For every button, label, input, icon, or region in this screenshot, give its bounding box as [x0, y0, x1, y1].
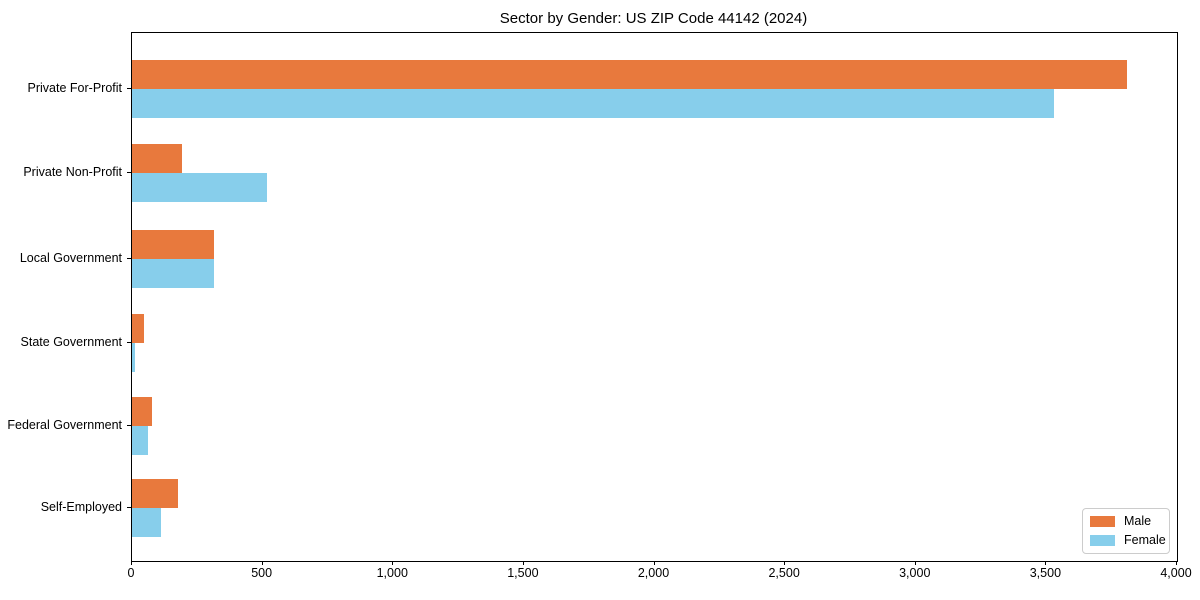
bar-male-private-for-profit — [132, 60, 1128, 89]
x-tick-mark — [392, 561, 394, 565]
y-tick-mark — [127, 172, 131, 173]
x-tick-mark — [1176, 561, 1177, 565]
y-tick-label-local-government: Local Government — [19, 251, 122, 265]
x-tick-label-500: 500 — [251, 566, 273, 580]
x-tick-label-0: 0 — [127, 566, 135, 580]
bar-female-self-employed — [132, 508, 161, 537]
bar-male-private-non-profit — [132, 144, 182, 173]
x-tick-label-1-500: 1,500 — [507, 566, 539, 580]
legend-entry-male: Male — [1090, 514, 1169, 529]
y-tick-label-private-for-profit: Private For-Profit — [27, 81, 122, 95]
bar-male-local-government — [132, 230, 215, 259]
x-tick-mark — [653, 561, 655, 565]
x-tick-mark — [522, 561, 524, 565]
bar-female-private-non-profit — [132, 173, 267, 202]
legend-label-female: Female — [1124, 533, 1166, 547]
x-tick-mark — [261, 561, 263, 565]
legend-swatch-female — [1090, 535, 1115, 546]
chart-title: Sector by Gender: US ZIP Code 44142 (202… — [499, 10, 808, 27]
y-tick-label-state-government: State Government — [20, 335, 122, 349]
y-tick-mark — [127, 258, 131, 259]
y-tick-label-self-employed: Self-Employed — [40, 500, 122, 514]
x-tick-label-3-000: 3,000 — [899, 566, 931, 580]
bar-female-state-government — [132, 343, 136, 372]
y-tick-label-federal-government: Federal Government — [7, 418, 122, 432]
plot-area — [131, 32, 1178, 562]
legend-swatch-male — [1090, 516, 1115, 527]
x-tick-mark — [914, 561, 916, 565]
bar-female-private-for-profit — [132, 89, 1055, 118]
x-tick-label-2-000: 2,000 — [637, 566, 670, 580]
bar-female-federal-government — [132, 426, 149, 455]
y-tick-mark — [127, 342, 131, 343]
x-tick-label-4-000: 4,000 — [1160, 566, 1192, 580]
bar-male-self-employed — [132, 479, 179, 508]
legend: Male Female — [1082, 508, 1170, 554]
y-tick-mark — [127, 88, 131, 89]
legend-entry-female: Female — [1090, 533, 1169, 548]
bar-female-local-government — [132, 259, 214, 288]
bar-male-federal-government — [132, 397, 153, 426]
legend-label-male: Male — [1124, 514, 1152, 528]
x-tick-label-3-500: 3,500 — [1029, 566, 1062, 580]
y-tick-label-private-non-profit: Private Non-Profit — [23, 165, 122, 179]
y-tick-mark — [127, 507, 131, 508]
x-tick-mark — [131, 561, 132, 565]
bar-male-state-government — [132, 314, 145, 343]
x-tick-label-2-500: 2,500 — [768, 566, 800, 580]
y-tick-mark — [127, 425, 131, 426]
x-tick-label-1-000: 1,000 — [376, 566, 408, 580]
x-tick-mark — [784, 561, 786, 565]
x-tick-mark — [1045, 561, 1047, 565]
